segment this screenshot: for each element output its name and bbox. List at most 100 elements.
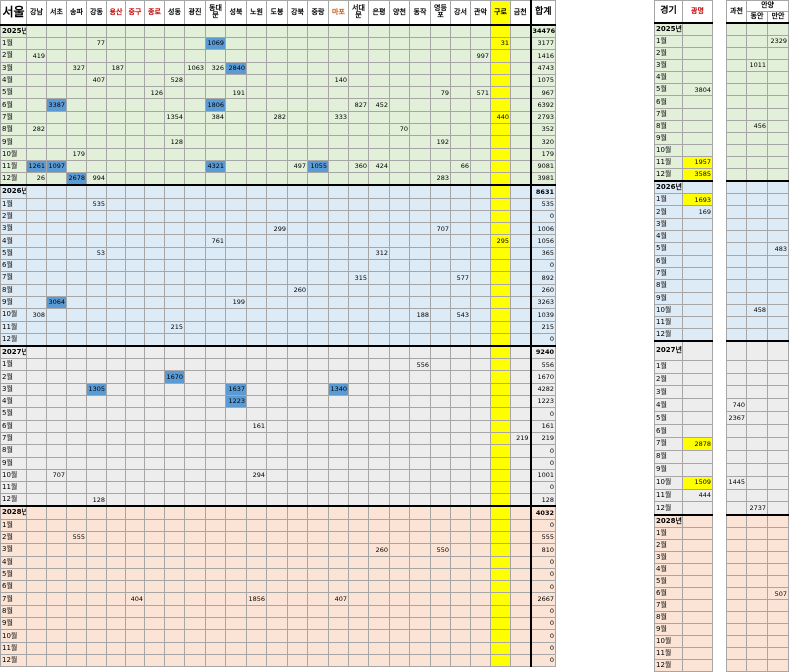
data-cell[interactable]	[328, 172, 349, 186]
data-cell[interactable]	[368, 209, 390, 224]
data-cell[interactable]	[106, 629, 126, 643]
data-cell[interactable]	[328, 456, 349, 470]
data-cell[interactable]	[348, 86, 369, 100]
month-sum[interactable]: 2793	[529, 110, 556, 125]
data-cell[interactable]	[746, 424, 768, 439]
data-cell[interactable]	[205, 580, 226, 594]
data-cell[interactable]	[66, 641, 87, 655]
data-cell[interactable]	[66, 320, 87, 334]
data-cell[interactable]	[328, 358, 349, 372]
data-cell[interactable]	[46, 344, 67, 360]
data-cell[interactable]	[164, 197, 185, 211]
data-cell[interactable]	[46, 617, 67, 631]
data-cell[interactable]	[144, 147, 165, 161]
month-label[interactable]: 4월	[0, 234, 27, 248]
data-cell[interactable]	[389, 295, 410, 310]
data-cell[interactable]	[348, 234, 369, 248]
data-cell[interactable]	[766, 131, 789, 145]
data-cell[interactable]	[205, 320, 226, 334]
data-cell[interactable]	[46, 358, 67, 372]
data-cell[interactable]	[348, 209, 369, 224]
month-label[interactable]: 2월	[0, 209, 27, 224]
data-cell[interactable]	[348, 308, 369, 322]
data-cell[interactable]	[125, 617, 145, 631]
data-cell[interactable]	[682, 179, 713, 195]
data-cell[interactable]	[164, 23, 185, 38]
data-cell[interactable]	[328, 555, 349, 569]
data-cell[interactable]	[46, 395, 67, 409]
data-cell[interactable]	[510, 641, 531, 655]
data-cell[interactable]	[490, 209, 511, 224]
data-cell[interactable]	[66, 604, 87, 619]
data-cell[interactable]	[510, 493, 531, 507]
data-cell[interactable]: 26	[26, 172, 47, 186]
data-cell[interactable]	[682, 34, 713, 49]
data-cell[interactable]	[106, 159, 126, 174]
data-cell[interactable]	[307, 444, 329, 458]
data-cell[interactable]: 1354	[164, 110, 185, 125]
data-cell[interactable]	[164, 641, 185, 655]
month-label[interactable]: 5월	[654, 83, 683, 97]
data-cell[interactable]	[409, 468, 431, 483]
data-cell[interactable]	[184, 320, 206, 334]
data-cell[interactable]: 191	[225, 86, 247, 100]
data-cell[interactable]	[726, 242, 747, 256]
data-cell[interactable]	[106, 444, 126, 458]
data-cell[interactable]	[328, 444, 349, 458]
data-cell[interactable]	[86, 617, 107, 631]
data-cell[interactable]	[46, 431, 67, 446]
data-cell[interactable]: 31	[490, 36, 511, 51]
data-cell[interactable]: 827	[348, 98, 369, 112]
data-cell[interactable]	[766, 527, 789, 541]
month-sum[interactable]: 0	[529, 653, 556, 668]
data-cell[interactable]	[66, 332, 87, 347]
data-cell[interactable]	[430, 567, 451, 582]
data-cell[interactable]	[266, 431, 288, 446]
data-cell[interactable]	[490, 358, 511, 372]
data-cell[interactable]	[490, 332, 511, 347]
data-cell[interactable]	[66, 382, 87, 397]
month-label[interactable]: 9월	[654, 623, 683, 637]
data-cell[interactable]	[144, 110, 165, 125]
data-cell[interactable]	[389, 246, 410, 261]
data-cell[interactable]	[225, 283, 247, 297]
month-sum[interactable]: 219	[529, 431, 556, 446]
data-cell[interactable]	[246, 444, 267, 458]
data-cell[interactable]	[766, 659, 789, 672]
data-cell[interactable]	[164, 604, 185, 619]
data-cell[interactable]	[246, 147, 267, 161]
data-cell[interactable]	[430, 431, 451, 446]
data-cell[interactable]	[510, 234, 531, 248]
data-cell[interactable]	[746, 437, 768, 451]
data-cell[interactable]	[144, 604, 165, 619]
data-cell[interactable]	[184, 395, 206, 409]
data-cell[interactable]	[287, 456, 308, 470]
data-cell[interactable]	[205, 629, 226, 643]
data-cell[interactable]	[246, 172, 267, 186]
data-cell[interactable]	[144, 172, 165, 186]
month-label[interactable]: 12월	[654, 328, 683, 342]
data-cell[interactable]	[328, 49, 349, 63]
data-cell[interactable]	[348, 123, 369, 137]
data-cell[interactable]	[26, 147, 47, 161]
data-cell[interactable]	[348, 419, 369, 433]
data-cell[interactable]	[766, 71, 789, 85]
data-cell[interactable]	[164, 86, 185, 100]
data-cell[interactable]	[682, 659, 713, 672]
data-cell[interactable]	[66, 184, 87, 199]
month-sum[interactable]: 1670	[529, 370, 556, 384]
data-cell[interactable]	[348, 555, 369, 569]
data-cell[interactable]	[766, 462, 789, 477]
data-cell[interactable]	[246, 431, 267, 446]
data-cell[interactable]	[368, 431, 390, 446]
data-cell[interactable]	[287, 49, 308, 63]
data-cell[interactable]	[409, 209, 431, 224]
data-cell[interactable]	[766, 513, 789, 529]
data-cell[interactable]	[682, 143, 713, 157]
data-cell[interactable]	[26, 395, 47, 409]
data-cell[interactable]	[246, 530, 267, 545]
data-cell[interactable]	[409, 518, 431, 532]
data-cell[interactable]	[766, 623, 789, 637]
data-cell[interactable]	[66, 23, 87, 38]
data-cell[interactable]	[368, 592, 390, 606]
